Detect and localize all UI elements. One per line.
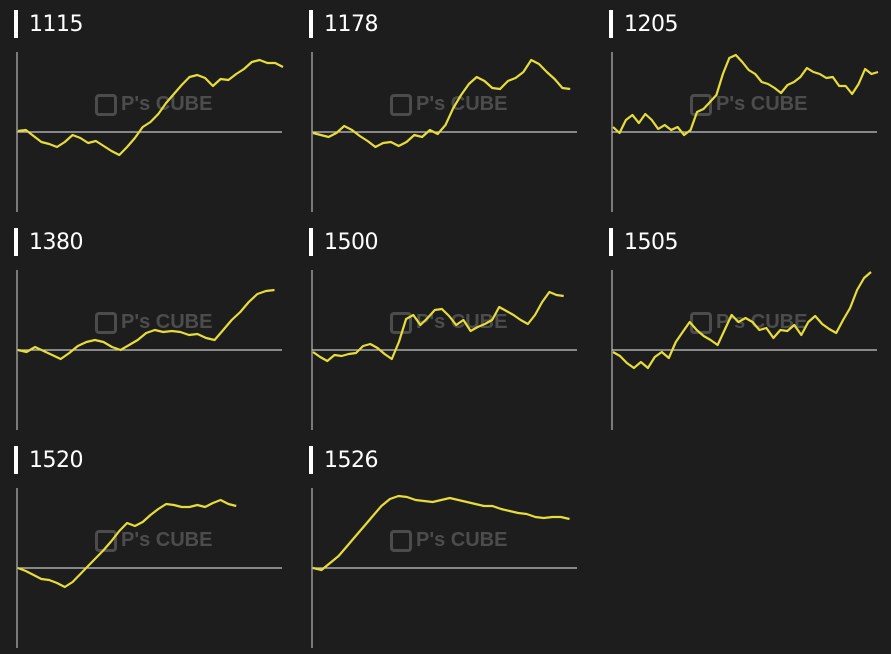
line-chart: [0, 0, 295, 218]
line-chart: [595, 0, 890, 218]
series-line: [613, 55, 878, 135]
series-line: [18, 60, 283, 155]
series-line: [18, 290, 275, 359]
series-line: [313, 60, 570, 147]
line-chart: [295, 0, 590, 218]
line-chart: [0, 436, 295, 654]
series-line: [313, 292, 564, 361]
series-line: [313, 496, 570, 570]
line-chart: [295, 436, 590, 654]
series-line: [613, 272, 871, 368]
line-chart: [595, 218, 890, 436]
series-line: [18, 500, 236, 587]
line-chart: [0, 218, 295, 436]
line-chart: [295, 218, 590, 436]
